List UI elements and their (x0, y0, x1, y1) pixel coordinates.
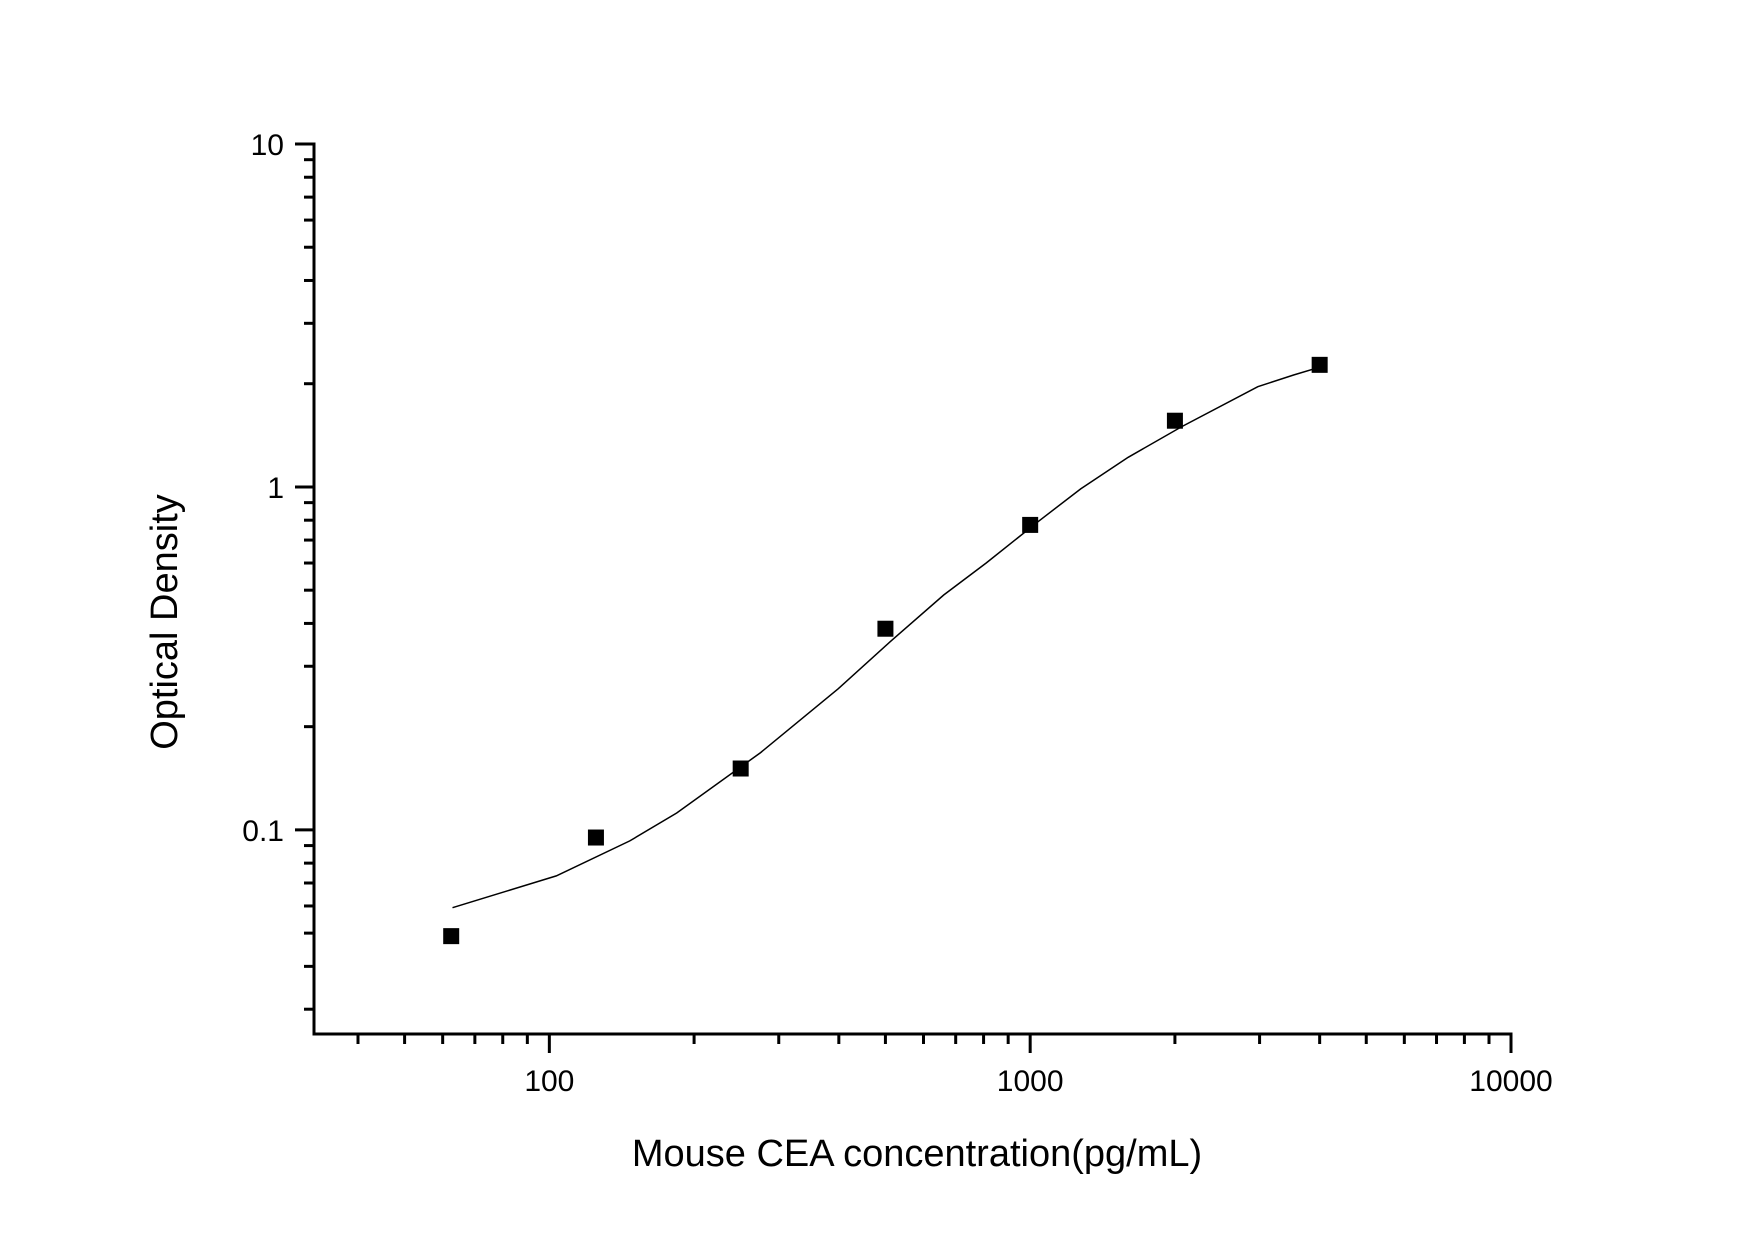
data-point-square-marker (877, 620, 894, 637)
data-point-square-marker (587, 829, 604, 846)
x-axis-tick-labels: 100 1000 10000 (524, 1065, 1552, 1098)
data-point-square-marker (1311, 356, 1328, 373)
x-axis-title: Mouse CEA concentration(pg/mL) (632, 1133, 1202, 1175)
x-axis-major-ticks (547, 1034, 1513, 1053)
data-point-square-marker (1166, 412, 1183, 429)
y-axis-major-ticks (295, 142, 314, 832)
y-tick-label: 1 (267, 472, 284, 505)
y-tick-label: 10 (251, 129, 284, 162)
data-point-square-marker (1022, 516, 1039, 533)
x-tick-label: 100 (524, 1065, 574, 1098)
data-points (443, 356, 1328, 945)
y-axis-tick-labels: 0.1 1 10 (242, 129, 284, 848)
data-point-square-marker (443, 928, 460, 945)
y-tick-label: 0.1 (242, 815, 284, 848)
x-axis-minor-ticks (356, 1034, 1491, 1044)
x-tick-label: 1000 (997, 1065, 1064, 1098)
fitted-curve-line (452, 365, 1324, 909)
x-tick-label: 10000 (1469, 1065, 1552, 1098)
y-axis-title: Optical Density (144, 494, 186, 750)
y-axis-minor-ticks (304, 158, 314, 1011)
data-point-square-marker (732, 760, 749, 777)
